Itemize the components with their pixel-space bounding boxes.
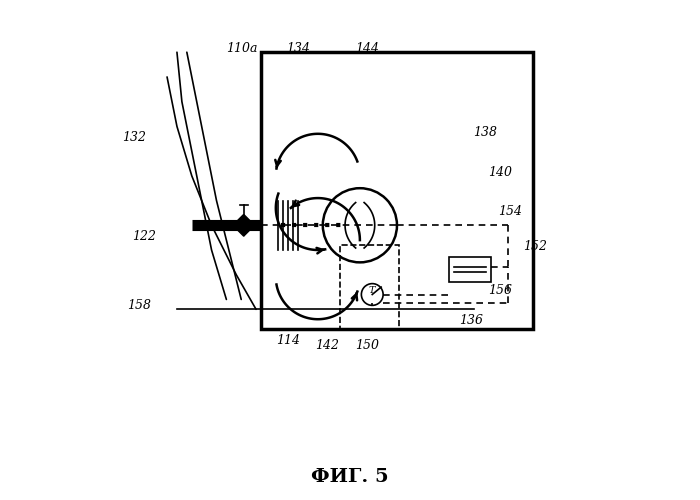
- Text: 138: 138: [474, 126, 498, 140]
- Text: 152: 152: [523, 240, 547, 253]
- Text: 136: 136: [458, 314, 483, 327]
- Text: ФИГ. 5: ФИГ. 5: [312, 468, 388, 486]
- Text: 142: 142: [316, 339, 340, 352]
- Polygon shape: [233, 214, 244, 236]
- Text: 132: 132: [122, 131, 146, 144]
- Bar: [261, 52, 533, 329]
- Bar: [449, 258, 491, 282]
- Text: 158: 158: [127, 300, 151, 312]
- Text: 150: 150: [355, 339, 379, 352]
- Text: 122: 122: [132, 230, 156, 243]
- Text: 156: 156: [489, 284, 512, 298]
- Text: 154: 154: [498, 206, 522, 218]
- Text: 144: 144: [355, 42, 379, 55]
- Text: 140: 140: [489, 166, 512, 179]
- Text: 110a: 110a: [226, 42, 258, 55]
- Text: 114: 114: [276, 334, 300, 347]
- Bar: [340, 245, 400, 329]
- Text: T: T: [368, 286, 374, 295]
- Polygon shape: [244, 214, 255, 236]
- Text: 134: 134: [286, 42, 309, 55]
